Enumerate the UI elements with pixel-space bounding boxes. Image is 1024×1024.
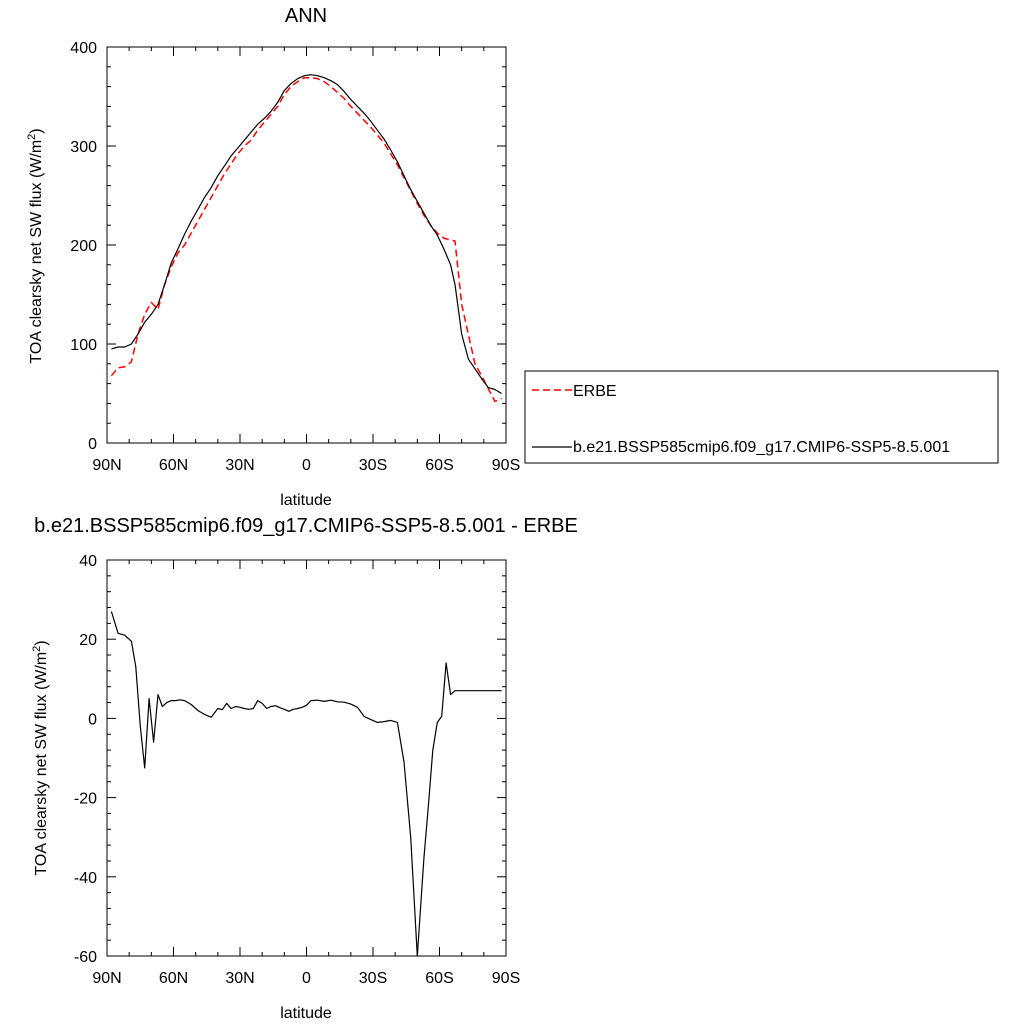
y-tick-label: 100 bbox=[70, 337, 97, 354]
chart-title: b.e21.BSSP585cmip6.f09_g17.CMIP6-SSP5-8.… bbox=[34, 515, 578, 537]
x-tick-label: 90S bbox=[492, 457, 520, 474]
y-tick-label: 0 bbox=[88, 436, 97, 453]
y-axis-label: TOA clearsky net SW flux (W/m2) bbox=[26, 128, 45, 363]
y-tick-label: 0 bbox=[88, 711, 97, 728]
legend: ERBE b.e21.BSSP585cmip6.f09_g17.CMIP6-SS… bbox=[524, 370, 999, 464]
y-tick-label: -40 bbox=[74, 870, 97, 887]
x-tick-label: 90N bbox=[92, 457, 121, 474]
series-line-erbe bbox=[110, 76, 502, 403]
x-axis-label: latitude bbox=[280, 492, 332, 509]
plot-frame bbox=[106, 46, 507, 444]
series-line-difference bbox=[110, 611, 502, 957]
series-line-b-e21-bssp585cmip6-f09-g17-cmip6-ssp5-8-5-001 bbox=[111, 74, 502, 395]
x-tick-label: 60S bbox=[425, 970, 453, 987]
plot-frame bbox=[106, 559, 507, 957]
legend-label-model: b.e21.BSSP585cmip6.f09_g17.CMIP6-SSP5-8.… bbox=[573, 439, 950, 456]
x-tick-label: 60S bbox=[425, 457, 453, 474]
chart-ann: ANN latitude TOA clearsky net SW flux (W… bbox=[26, 5, 999, 509]
x-tick-label: 0 bbox=[302, 457, 311, 474]
y-tick-label: -60 bbox=[74, 949, 97, 966]
y-tick-label: 40 bbox=[79, 553, 97, 570]
legend-label-erbe: ERBE bbox=[573, 383, 617, 400]
x-tick-label: 90N bbox=[92, 970, 121, 987]
x-tick-label: 30N bbox=[225, 970, 254, 987]
y-tick-label: 200 bbox=[70, 238, 97, 255]
y-tick-label: 300 bbox=[70, 139, 97, 156]
chart-title: ANN bbox=[285, 5, 327, 27]
x-tick-label: 60N bbox=[159, 457, 188, 474]
y-tick-label: 400 bbox=[70, 40, 97, 57]
y-tick-label: 20 bbox=[79, 632, 97, 649]
x-tick-label: 90S bbox=[492, 970, 520, 987]
legend-box bbox=[524, 370, 999, 464]
y-axis-label: TOA clearsky net SW flux (W/m2) bbox=[31, 640, 50, 875]
x-tick-label: 0 bbox=[302, 970, 311, 987]
x-tick-label: 30S bbox=[359, 970, 387, 987]
chart-difference: b.e21.BSSP585cmip6.f09_g17.CMIP6-SSP5-8.… bbox=[31, 515, 578, 1022]
x-axis-label: latitude bbox=[280, 1005, 332, 1022]
x-tick-label: 30S bbox=[359, 457, 387, 474]
x-tick-label: 60N bbox=[159, 970, 188, 987]
y-tick-label: -20 bbox=[74, 791, 97, 808]
x-tick-label: 30N bbox=[225, 457, 254, 474]
